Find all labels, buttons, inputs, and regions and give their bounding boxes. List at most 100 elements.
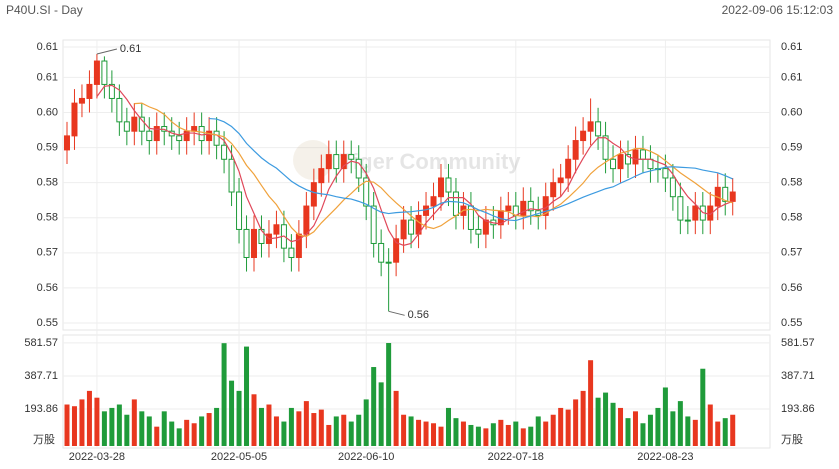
volume-bar (221, 343, 227, 446)
volume-bar (244, 346, 250, 446)
candle-body (340, 154, 347, 170)
volume-bar (543, 421, 549, 446)
volume-bar (154, 426, 160, 446)
volume-bar (475, 426, 481, 446)
candle-body (348, 154, 355, 160)
candle-body (602, 135, 609, 160)
volume-bar (565, 409, 571, 446)
volume-bar (191, 423, 197, 446)
candle-body (221, 144, 228, 160)
y-tick-label-right: 0.61 (781, 71, 802, 83)
candle-body (355, 158, 362, 179)
volume-bar (677, 401, 683, 446)
volume-bar (266, 404, 272, 446)
volume-bar (483, 428, 489, 446)
volume-bar (356, 414, 362, 446)
candle-body (333, 154, 340, 170)
candle-body (153, 126, 160, 142)
volume-bar (416, 419, 422, 446)
moving-average (96, 84, 733, 246)
volume-bar (408, 416, 414, 446)
volume-bar (139, 411, 145, 446)
candle-body (363, 177, 370, 207)
volume-bar (348, 421, 354, 446)
volume-bar (715, 421, 721, 446)
y-tick-label: 193.86 (24, 403, 58, 415)
candle-body (236, 191, 243, 230)
candle-body (587, 121, 594, 132)
y-tick-label-right: 0.59 (781, 141, 802, 153)
volume-bar (258, 407, 264, 446)
volume-bar (386, 343, 392, 446)
volume-bar (700, 368, 706, 446)
candle-body (78, 97, 85, 104)
candle-body (251, 228, 257, 259)
volume-bar (326, 424, 332, 446)
candle-body (452, 191, 459, 216)
volume-bar (378, 382, 384, 446)
volume-bar (303, 401, 309, 446)
y-tick-label: 0.61 (37, 71, 58, 83)
volume-bar (288, 407, 294, 446)
candle-body (303, 205, 310, 235)
y-tick-label: 0.58 (37, 212, 58, 224)
candle-body (325, 154, 332, 170)
volume-bar (423, 421, 429, 446)
watermark: Tiger Community (340, 149, 521, 174)
x-tick-label: 2022-06-10 (338, 451, 394, 463)
volume-bar (662, 387, 668, 446)
volume-bar (558, 407, 564, 446)
volume-bar (64, 404, 70, 446)
volume-bar (109, 407, 115, 446)
candle-body (408, 219, 415, 235)
candle-body (400, 219, 407, 240)
x-tick-label: 2022-08-23 (637, 451, 693, 463)
volume-bar (460, 421, 466, 446)
volume-bar (632, 411, 638, 446)
y-tick-label-right: 581.57 (781, 337, 815, 349)
candle-body (669, 177, 676, 198)
y-tick-label: 0.57 (37, 247, 58, 259)
x-tick-label: 2022-05-05 (211, 451, 267, 463)
volume-bar (214, 407, 220, 446)
volume-bar (206, 413, 212, 446)
volume-bar (520, 428, 526, 446)
candle-body (370, 205, 377, 244)
volume-bar (535, 416, 541, 446)
candle-body (146, 130, 153, 142)
candle-body (729, 191, 736, 202)
volume-bar (71, 406, 77, 446)
candle-body (475, 228, 482, 235)
candle-body (610, 158, 617, 170)
volume-bar (618, 407, 624, 446)
x-tick-label: 2022-07-18 (488, 451, 544, 463)
volume-bar (453, 418, 459, 446)
volume-bar (595, 397, 601, 446)
volume-bar (445, 407, 451, 446)
volume-bar (580, 390, 586, 446)
volume-bar (236, 390, 242, 446)
moving-average (209, 117, 733, 222)
high-label: 0.61 (120, 43, 141, 55)
candle-body (116, 97, 123, 123)
candle-body (572, 140, 579, 160)
y-tick-label: 0.55 (37, 317, 58, 329)
candle-body (176, 135, 183, 142)
candle-body (684, 219, 691, 222)
candle-body (123, 121, 130, 132)
y-tick-label: 0.59 (37, 141, 58, 153)
candle-body (565, 158, 572, 179)
y-tick-label: 0.61 (37, 41, 58, 53)
candle-body (617, 154, 624, 170)
candle-body (378, 242, 385, 263)
volume-bar (640, 423, 646, 446)
volume-bar (169, 421, 175, 446)
y-tick-label: 0.58 (37, 177, 58, 189)
volume-bar (498, 419, 504, 446)
volume-bar (647, 414, 653, 446)
volume-bar (199, 416, 205, 446)
price-panel (62, 39, 771, 331)
y-tick-label-right: 0.61 (781, 41, 802, 53)
volume-bar (490, 423, 496, 446)
